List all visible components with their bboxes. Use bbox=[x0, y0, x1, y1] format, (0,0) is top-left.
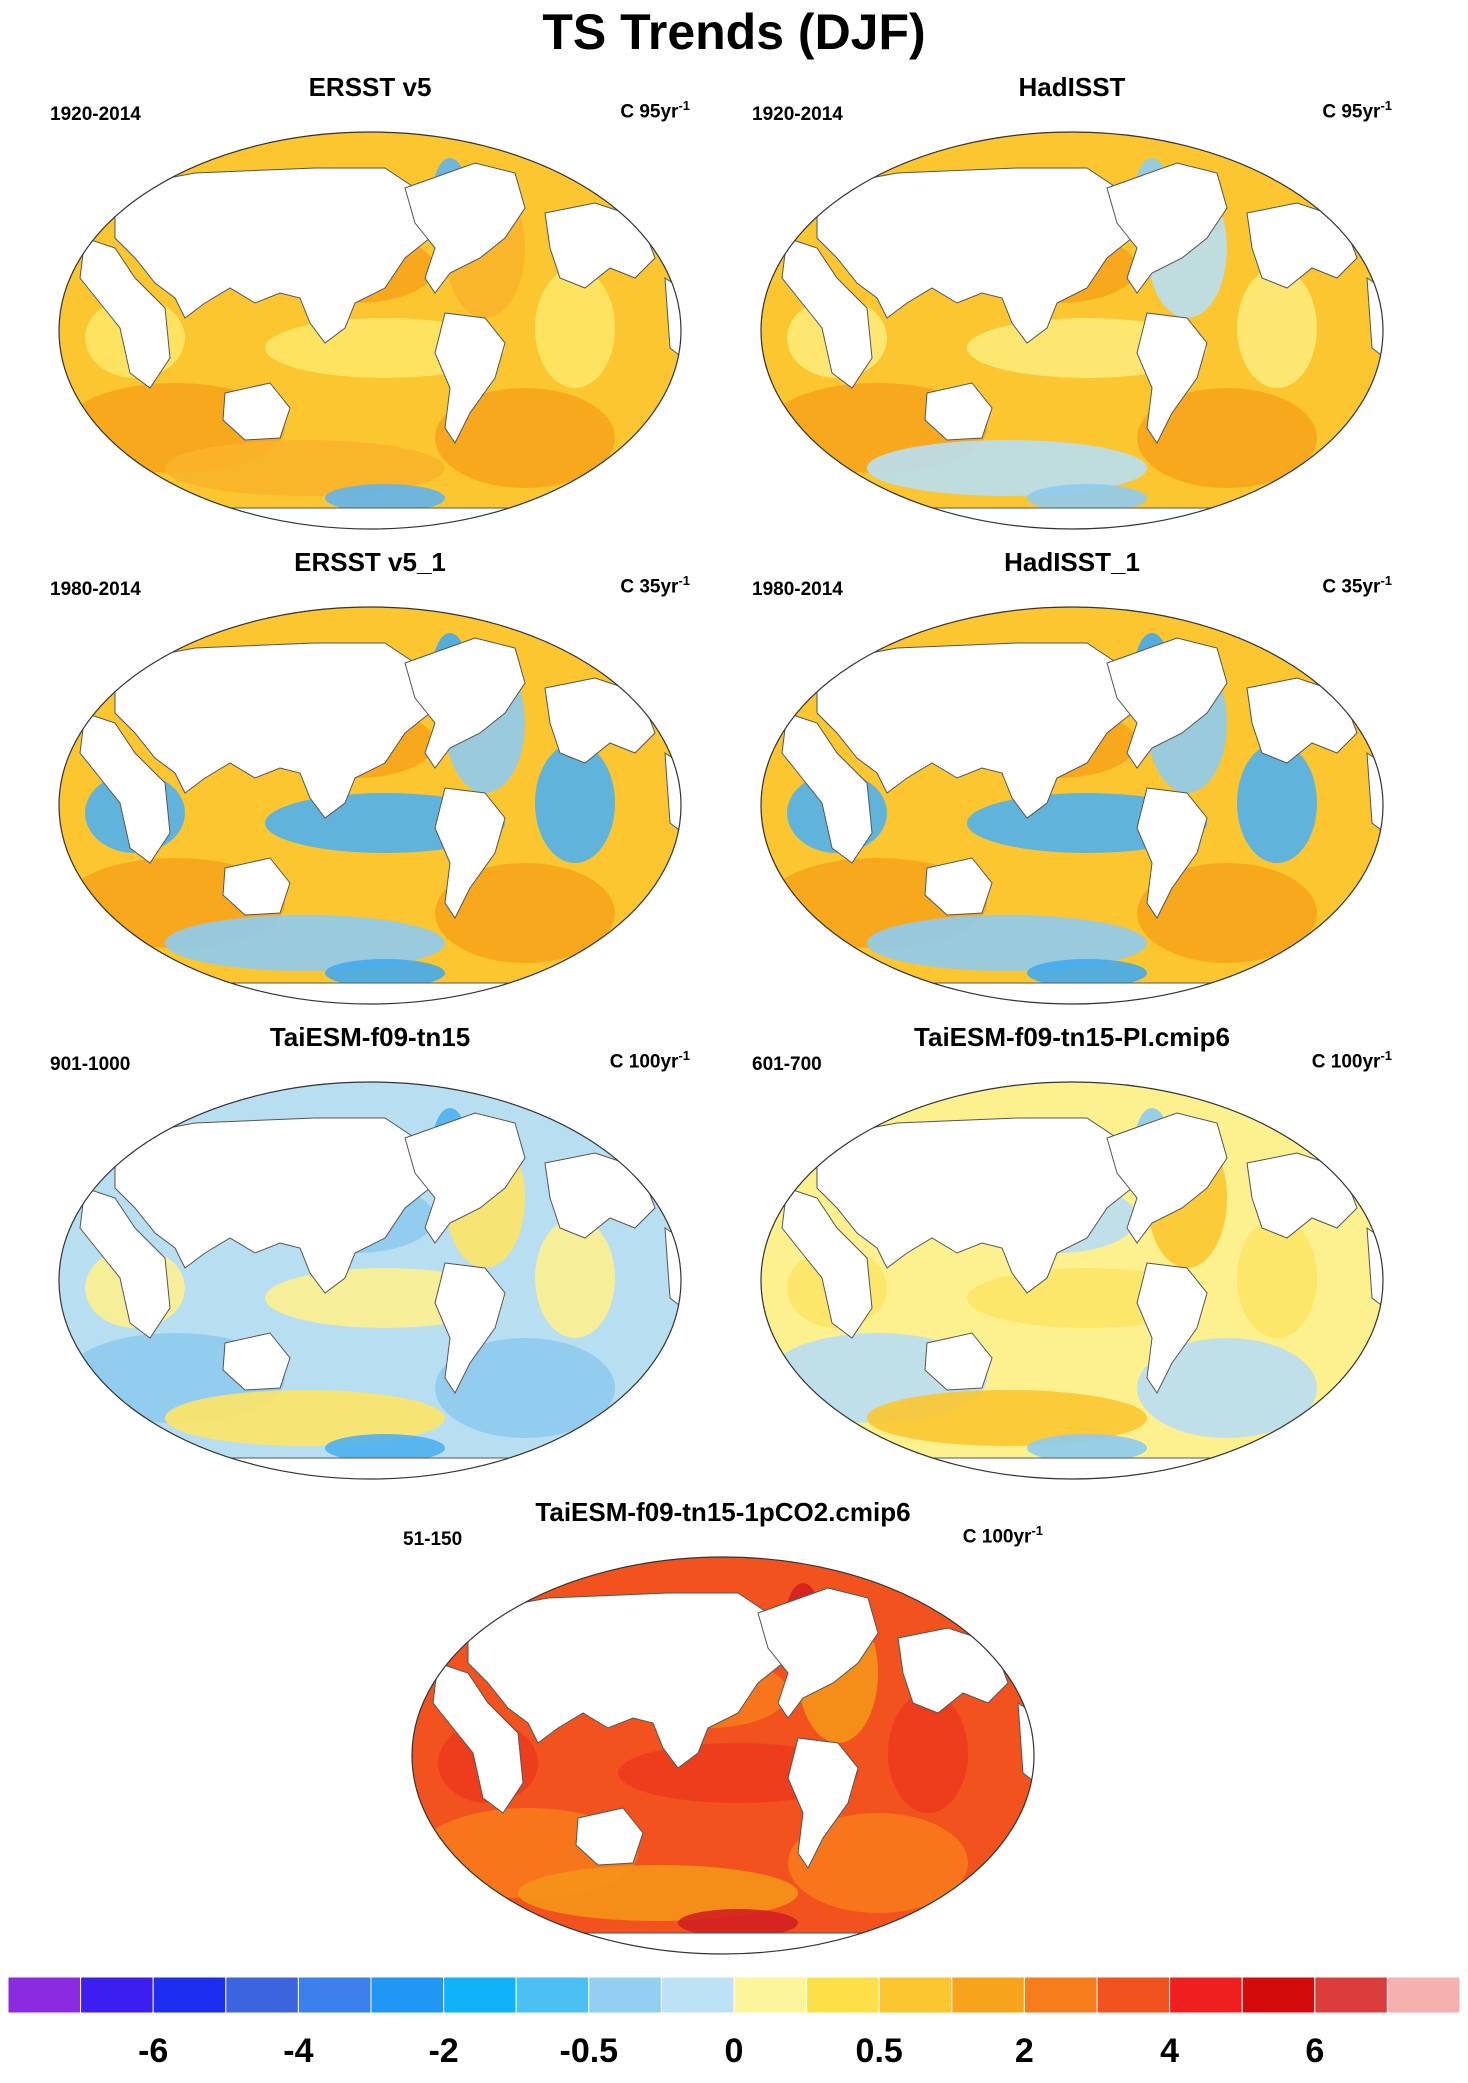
colorbar-tick-label: 6 bbox=[1305, 2032, 1325, 2070]
map-panel: TaiESM-f09-tn15-1pCO2.cmip6 51-150 C 100yr… bbox=[363, 1493, 1083, 1968]
colorbar-swatch bbox=[225, 1977, 299, 2014]
panel-period: 1980-2014 bbox=[752, 579, 843, 600]
colorbar-swatch bbox=[80, 1977, 154, 2014]
world-map bbox=[58, 131, 682, 530]
panel-period: 901-1000 bbox=[50, 1054, 131, 1075]
panel-period: 1980-2014 bbox=[50, 579, 141, 600]
panel-title: TaiESM-f09-tn15-1pCO2.cmip6 bbox=[535, 1497, 911, 1527]
panel-unit: C 95yr-1 bbox=[1322, 98, 1392, 123]
panel-title: ERSST v5_1 bbox=[294, 547, 446, 577]
colorbar-swatch bbox=[1314, 1977, 1388, 2014]
panel-unit: C 100yr-1 bbox=[609, 1048, 690, 1073]
colorbar-swatch bbox=[588, 1977, 662, 2014]
panel-period: 1920-2014 bbox=[752, 104, 843, 125]
panel-period: 1920-2014 bbox=[50, 104, 141, 125]
colorbar-swatch bbox=[297, 1977, 372, 2014]
colorbar-tick-label: -4 bbox=[283, 2032, 314, 2070]
colorbar-swatch bbox=[1169, 1977, 1243, 2014]
figure-title: TS Trends (DJF) bbox=[542, 4, 926, 60]
colorbar-swatch bbox=[1096, 1977, 1171, 2014]
colorbar-swatch bbox=[660, 1977, 735, 2014]
colorbar-tick-label: 0.5 bbox=[855, 2032, 903, 2070]
world-map bbox=[58, 1081, 682, 1480]
panel-unit: C 35yr-1 bbox=[1322, 573, 1392, 598]
map-panel: HadISST_1 1980-2014 C 35yr-1 bbox=[712, 543, 1432, 1018]
world-map bbox=[760, 606, 1384, 1005]
world-map bbox=[760, 131, 1384, 530]
colorbar-tick-label: -0.5 bbox=[559, 2032, 619, 2070]
colorbar-tick-label: -2 bbox=[428, 2032, 459, 2070]
panel-unit: C 100yr-1 bbox=[1311, 1048, 1392, 1073]
panel-unit: C 35yr-1 bbox=[620, 573, 690, 598]
panel-unit: C 95yr-1 bbox=[620, 98, 690, 123]
panel-title: TaiESM-f09-tn15-PI.cmip6 bbox=[914, 1022, 1230, 1052]
colorbar-swatch bbox=[515, 1977, 590, 2014]
panel-title: HadISST_1 bbox=[1004, 547, 1140, 577]
colorbar-swatch bbox=[1023, 1977, 1098, 2014]
colorbar-swatch bbox=[370, 1977, 445, 2014]
colorbar-tick-label: 0 bbox=[724, 2032, 744, 2070]
colorbar-swatch bbox=[733, 1977, 808, 2014]
panel-title: HadISST bbox=[1018, 72, 1126, 102]
colorbar-swatch bbox=[8, 1977, 82, 2014]
map-panel: TaiESM-f09-tn15 901-1000 C 100yr-1 bbox=[10, 1018, 730, 1493]
map-panel: HadISST 1920-2014 C 95yr-1 bbox=[712, 68, 1432, 543]
colorbar-tick-label: 2 bbox=[1014, 2032, 1034, 2070]
colorbar-swatch bbox=[152, 1977, 227, 2014]
colorbar-swatch bbox=[1241, 1977, 1316, 2014]
map-panel: ERSST v5 1920-2014 C 95yr-1 bbox=[10, 68, 730, 543]
panel-period: 51-150 bbox=[403, 1529, 463, 1550]
colorbar-tick-label: 4 bbox=[1160, 2032, 1180, 2070]
panel-title: ERSST v5 bbox=[308, 72, 432, 102]
world-map bbox=[58, 606, 682, 1005]
colorbar-swatch bbox=[951, 1977, 1025, 2014]
colorbar-swatch bbox=[1386, 1977, 1460, 2014]
world-map bbox=[760, 1081, 1384, 1480]
world-map bbox=[411, 1556, 1035, 1955]
colorbar-tick-label: -6 bbox=[138, 2032, 169, 2070]
map-panel: ERSST v5_1 1980-2014 C 35yr-1 bbox=[10, 543, 730, 1018]
panel-period: 601-700 bbox=[752, 1054, 822, 1075]
panel-unit: C 100yr-1 bbox=[962, 1523, 1043, 1548]
colorbar bbox=[8, 1977, 1460, 2014]
colorbar-swatch bbox=[806, 1977, 880, 2014]
map-panel: TaiESM-f09-tn15-PI.cmip6 601-700 C 100yr-1 bbox=[712, 1018, 1432, 1493]
colorbar-swatch bbox=[443, 1977, 517, 2014]
panel-title: TaiESM-f09-tn15 bbox=[269, 1022, 471, 1052]
colorbar-swatch bbox=[878, 1977, 953, 2014]
